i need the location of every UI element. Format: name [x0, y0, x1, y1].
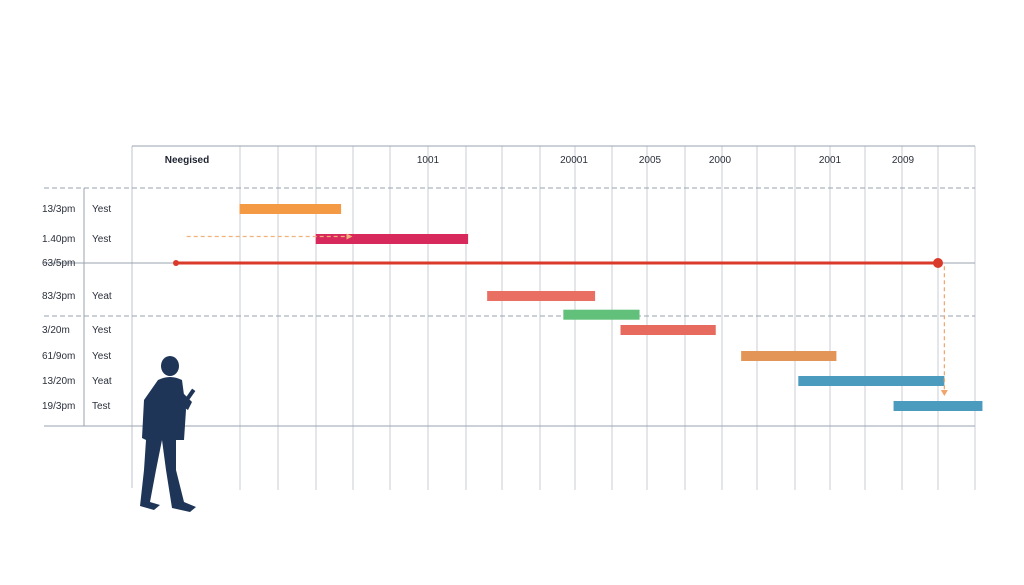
column-header-label: 2001 — [819, 155, 842, 166]
row-time-label: 61/9om — [42, 351, 75, 362]
milestone-end-point — [933, 258, 943, 268]
row-label-column: 13/3pm Yest 1.40pm Yest 63/5pm 83/3pm Yeat 3/20… — [42, 204, 112, 412]
timeline-bar — [741, 351, 837, 361]
row-time-label: 83/3pm — [42, 291, 75, 302]
column-header-label: 1001 — [417, 155, 440, 166]
row-time-label: 13/3pm — [42, 204, 75, 215]
row-status-label: Test — [92, 401, 111, 412]
column-header-label: 2000 — [709, 155, 732, 166]
row-time-label: 13/20m — [42, 376, 75, 387]
arrow-head — [940, 390, 948, 396]
column-header-label: 2005 — [639, 155, 662, 166]
column-header-row: Neegised 1001 20001 2005 2000 2001 2009 — [165, 155, 915, 166]
timeline-bar — [893, 401, 983, 411]
row-time-label: 63/5pm — [42, 258, 75, 269]
timeline-overlays — [173, 233, 948, 396]
timeline-bar — [563, 309, 640, 320]
row-time-label: 1.40pm — [42, 234, 75, 245]
column-header-label: 2009 — [892, 155, 915, 166]
person-with-tablet-illustration — [140, 356, 196, 512]
column-header-label: Neegised — [165, 155, 209, 166]
row-status-label: Yest — [92, 234, 111, 245]
row-time-label: 19/3pm — [42, 401, 75, 412]
row-status-label: Yeat — [92, 291, 112, 302]
row-status-label: Yest — [92, 351, 111, 362]
row-status-label: Yest — [92, 204, 111, 215]
milestone-start-point — [173, 260, 179, 266]
arrow-head — [346, 233, 353, 240]
column-header-label: 20001 — [560, 155, 588, 166]
timeline-bar — [239, 204, 342, 214]
timeline-bar — [798, 376, 945, 386]
timeline-bar — [315, 234, 469, 244]
timeline-bar — [487, 291, 596, 301]
row-time-label: 3/20m — [42, 325, 70, 336]
row-status-label: Yeat — [92, 376, 112, 387]
row-status-label: Yest — [92, 325, 111, 336]
timeline-bars — [239, 204, 983, 411]
chart-grid — [44, 145, 976, 490]
timeline-bar — [620, 325, 716, 335]
